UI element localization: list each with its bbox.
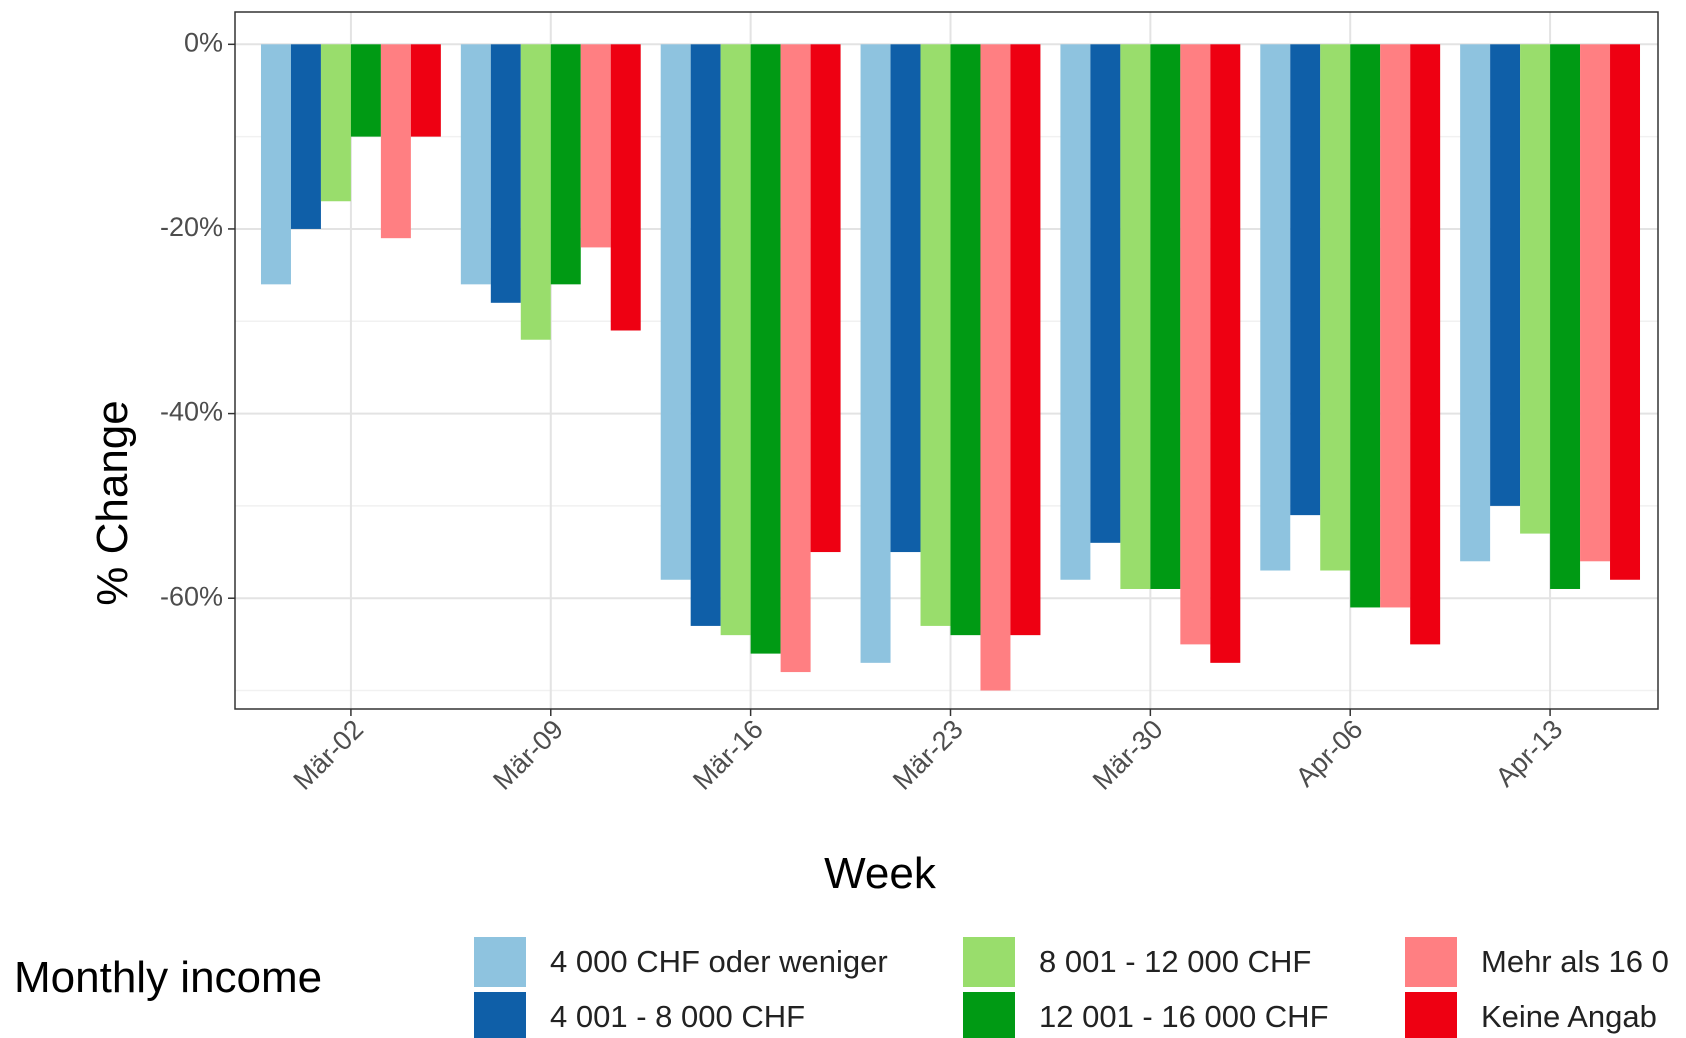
bar [460, 44, 491, 285]
legend-key [474, 937, 526, 987]
x-tick-label: Mär-23 [887, 714, 969, 796]
bar [1350, 44, 1381, 608]
x-tick-label: Mär-16 [687, 714, 769, 796]
bar [1490, 44, 1521, 506]
bar [1060, 44, 1091, 580]
bar [1320, 44, 1351, 571]
y-axis-ticks: 0% -20% -40% -60% [160, 27, 235, 611]
y-axis-title: % Change [88, 400, 137, 605]
bar [1290, 44, 1321, 516]
legend-title: Monthly income [14, 953, 322, 1002]
bar [260, 44, 291, 285]
x-tick-label: Mär-02 [287, 714, 369, 796]
bar [1550, 44, 1581, 589]
bar [290, 44, 321, 229]
bar [1260, 44, 1291, 571]
bar [1410, 44, 1441, 645]
x-axis-title: Week [824, 849, 937, 898]
bar [890, 44, 921, 553]
legend-label: 4 000 CHF oder weniger [550, 944, 888, 979]
bar [1090, 44, 1121, 543]
bar [920, 44, 951, 626]
bar [810, 44, 841, 553]
legend-key [474, 992, 526, 1038]
bar [780, 44, 811, 673]
bar [550, 44, 581, 285]
legend-label: 8 001 - 12 000 CHF [1039, 944, 1311, 979]
plot-panel-border [234, 11, 1659, 710]
y-tick-label: -20% [160, 212, 223, 242]
bar [520, 44, 551, 340]
bar [350, 44, 381, 137]
legend-key [1405, 992, 1457, 1038]
bar [1380, 44, 1411, 608]
x-tick-label: Mär-30 [1087, 714, 1169, 796]
bar [1150, 44, 1181, 589]
bar [660, 44, 691, 580]
bar [690, 44, 721, 626]
x-tick-label: Apr-13 [1490, 714, 1569, 793]
y-tick-label: -60% [160, 581, 223, 611]
bar [1610, 44, 1641, 580]
bar [1180, 44, 1211, 645]
bar [1010, 44, 1041, 636]
bar [720, 44, 751, 636]
legend-label: 12 001 - 16 000 CHF [1039, 999, 1329, 1034]
legend: 4 000 CHF oder weniger 4 001 - 8 000 CHF 8… [474, 937, 1669, 1038]
legend-key [963, 992, 1015, 1038]
bar [950, 44, 981, 636]
bar [1580, 44, 1611, 562]
bar [320, 44, 351, 202]
bar [980, 44, 1011, 691]
bar [580, 44, 611, 248]
bar [750, 44, 781, 654]
legend-key [963, 937, 1015, 987]
bar [410, 44, 441, 137]
bar [610, 44, 641, 331]
bar [1120, 44, 1151, 589]
x-tick-label: Apr-06 [1290, 714, 1369, 793]
bar [1460, 44, 1491, 562]
x-axis-ticks: Mär-02 Mär-09 Mär-16 Mär-23 Mär-30 Apr-06 Apr-… [287, 709, 1568, 796]
bar [1210, 44, 1241, 663]
bar [380, 44, 411, 239]
y-tick-label: -40% [160, 397, 223, 427]
bar [490, 44, 521, 303]
legend-key [1405, 937, 1457, 987]
y-tick-label: 0% [184, 27, 223, 57]
legend-label: Mehr als 16 0 [1481, 944, 1669, 979]
bars [260, 44, 1641, 691]
legend-label: 4 001 - 8 000 CHF [550, 999, 805, 1034]
legend-label: Keine Angab [1481, 999, 1657, 1034]
bar [1520, 44, 1551, 534]
bar [860, 44, 891, 663]
x-tick-label: Mär-09 [487, 714, 569, 796]
